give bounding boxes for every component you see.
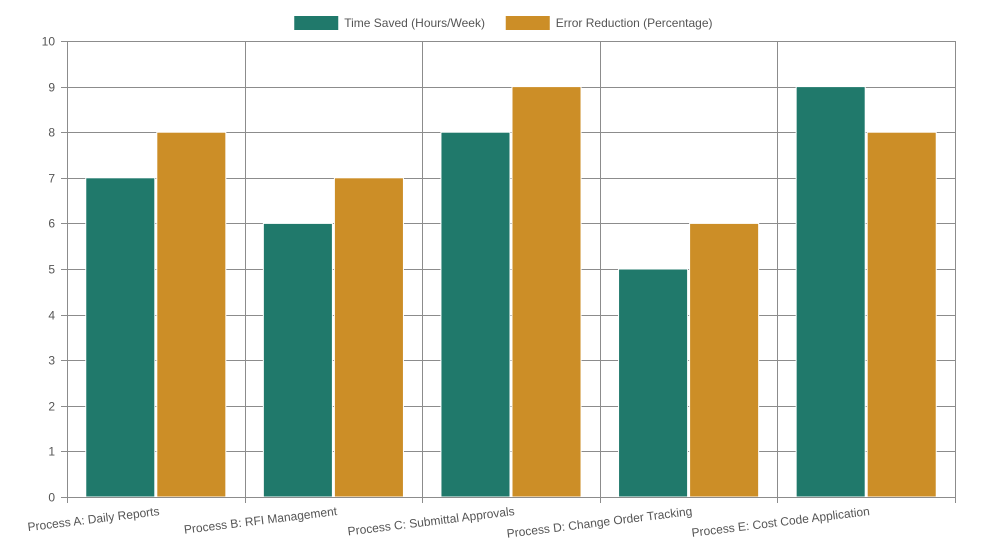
y-tick-label: 1 — [48, 445, 55, 459]
x-tick-label: Process E: Cost Code Application — [691, 504, 871, 540]
y-tick-label: 7 — [48, 172, 55, 186]
y-tick-label: 2 — [48, 400, 55, 414]
y-tick-label: 8 — [48, 126, 55, 140]
bar-error-reduction[interactable] — [511, 86, 582, 498]
x-axis-ticks: Process A: Daily Reports Process B: RFI M… — [27, 504, 871, 541]
legend-label[interactable]: Time Saved (Hours/Week) — [344, 16, 485, 30]
y-tick-label: 4 — [48, 309, 55, 323]
y-tick-label: 9 — [48, 81, 55, 95]
bar-error-reduction[interactable] — [156, 131, 227, 498]
bar-time-saved[interactable] — [618, 268, 689, 498]
y-tick-label: 6 — [48, 217, 55, 231]
x-tick-label: Process B: RFI Management — [183, 504, 338, 537]
y-axis-ticks: 0 1 2 3 4 5 6 7 8 9 10 — [42, 35, 56, 505]
x-tick-label: Process C: Submittal Approvals — [347, 504, 516, 538]
bar-time-saved[interactable] — [795, 86, 866, 498]
axes — [67, 41, 955, 498]
bar-error-reduction[interactable] — [333, 177, 404, 498]
y-tick-label: 5 — [48, 263, 55, 277]
legend-label[interactable]: Error Reduction (Percentage) — [556, 16, 713, 30]
bar-error-reduction[interactable] — [689, 222, 760, 498]
bars — [85, 86, 937, 498]
bar-time-saved[interactable] — [440, 131, 511, 498]
y-tick-label: 0 — [48, 491, 55, 505]
x-tick-label: Process D: Change Order Tracking — [506, 504, 693, 541]
legend-swatch[interactable] — [294, 16, 339, 30]
bar-time-saved[interactable] — [262, 222, 333, 498]
legend: Time Saved (Hours/Week) Error Reduction (… — [294, 16, 713, 30]
x-tick-label: Process A: Daily Reports — [27, 504, 160, 534]
bar-time-saved[interactable] — [85, 177, 156, 498]
y-tick-label: 3 — [48, 354, 55, 368]
bar-error-reduction[interactable] — [866, 131, 937, 498]
y-tick-label: 10 — [42, 35, 56, 49]
legend-swatch[interactable] — [505, 16, 550, 30]
